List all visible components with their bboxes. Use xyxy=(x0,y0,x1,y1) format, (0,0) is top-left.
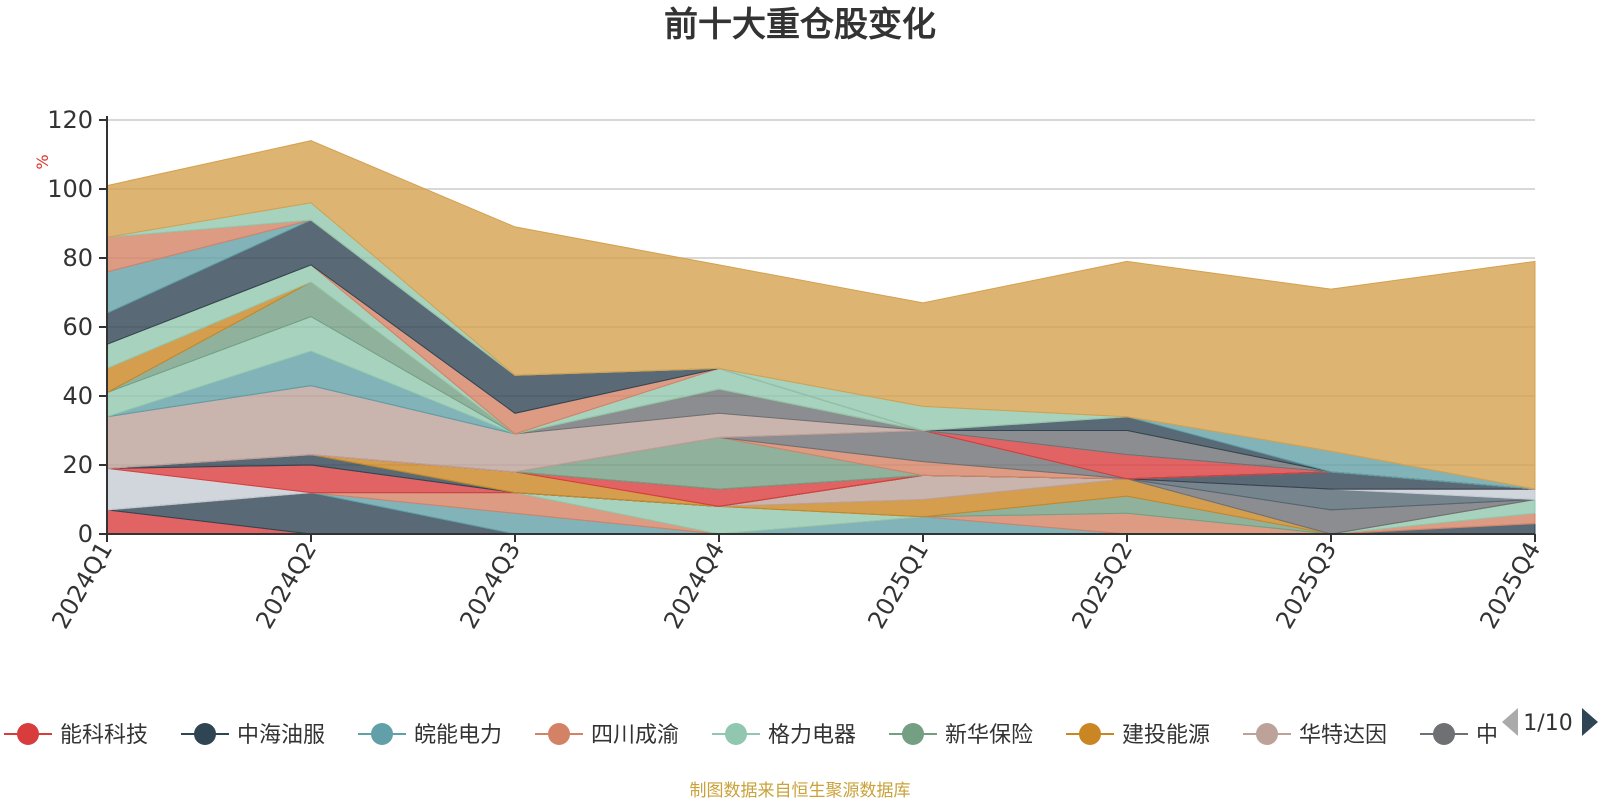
legend-label: 华特达因 xyxy=(1299,723,1387,748)
legend-label: 格力电器 xyxy=(768,723,856,748)
legend-label: 建投能源 xyxy=(1122,723,1210,748)
legend-prev-page-icon[interactable] xyxy=(1502,708,1518,736)
legend-marker-icon xyxy=(371,723,393,745)
legend-marker-icon xyxy=(548,723,570,745)
legend-item[interactable]: 新华保险 xyxy=(889,723,1033,748)
x-tick-label: 2024Q2 xyxy=(250,537,322,633)
y-tick-label: 100 xyxy=(47,175,93,203)
chart-title: 前十大重仓股变化 xyxy=(664,5,936,45)
y-tick-label: 60 xyxy=(62,313,93,341)
legend-label: 四川成渝 xyxy=(591,723,679,748)
legend[interactable]: 能科科技 中海油服 皖能电力 四川成渝 格力电器 新华保险 建投能源 华特达因 中 xyxy=(4,723,1498,748)
x-tick-label: 2024Q4 xyxy=(658,537,730,633)
legend-marker-icon xyxy=(725,723,747,745)
legend-label: 新华保险 xyxy=(945,723,1033,748)
y-axis-unit-label: % xyxy=(33,154,52,169)
legend-marker-icon xyxy=(194,723,216,745)
x-tick-label: 2025Q1 xyxy=(862,537,934,633)
x-tick-label: 2024Q1 xyxy=(46,537,118,633)
legend-label: 皖能电力 xyxy=(414,723,502,748)
legend-label: 能科科技 xyxy=(60,723,148,748)
legend-label: 中 xyxy=(1476,723,1498,748)
y-tick-label: 0 xyxy=(78,520,93,548)
legend-item[interactable]: 建投能源 xyxy=(1066,723,1210,748)
x-tick-label: 2024Q3 xyxy=(454,537,526,633)
legend-item[interactable]: 格力电器 xyxy=(712,723,856,748)
legend-item[interactable]: 四川成渝 xyxy=(535,723,679,748)
x-tick-label: 2025Q4 xyxy=(1474,537,1546,633)
legend-marker-icon xyxy=(1256,723,1278,745)
legend-item[interactable]: 中 xyxy=(1420,723,1498,748)
legend-next-page-icon[interactable] xyxy=(1582,708,1598,736)
x-tick-label: 2025Q2 xyxy=(1066,537,1138,633)
x-tick-label: 2025Q3 xyxy=(1270,537,1342,633)
legend-marker-icon xyxy=(1433,723,1455,745)
legend-item[interactable]: 能科科技 xyxy=(4,723,148,748)
legend-label: 中海油服 xyxy=(237,723,325,748)
legend-item[interactable]: 皖能电力 xyxy=(358,723,502,748)
legend-item[interactable]: 中海油服 xyxy=(181,723,325,748)
legend-item[interactable]: 华特达因 xyxy=(1243,723,1387,748)
legend-marker-icon xyxy=(17,723,39,745)
legend-marker-icon xyxy=(1079,723,1101,745)
legend-pager[interactable]: 1/10 xyxy=(1502,708,1598,736)
data-source-note: 制图数据来自恒生聚源数据库 xyxy=(689,781,911,801)
y-tick-label: 120 xyxy=(47,106,93,134)
area-series-35 xyxy=(106,140,1536,490)
legend-page-indicator: 1/10 xyxy=(1523,711,1572,736)
y-tick-label: 20 xyxy=(62,451,93,479)
legend-marker-icon xyxy=(902,723,924,745)
y-tick-label: 40 xyxy=(62,382,93,410)
stacked-area-layer xyxy=(106,140,1536,535)
y-tick-label: 80 xyxy=(62,244,93,272)
